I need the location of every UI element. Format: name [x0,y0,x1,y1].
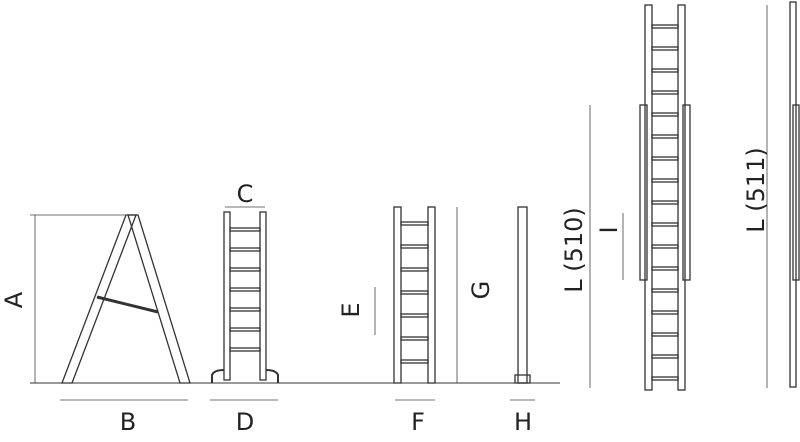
folded-ladder [211,211,279,383]
straight-ladder [393,206,436,384]
rung [651,134,679,139]
rung [651,178,679,183]
label-h: H [514,408,532,436]
rung [400,244,429,249]
rung [400,290,429,295]
rung [651,68,679,73]
rung [651,288,679,293]
rung [651,376,679,381]
rung [400,267,429,272]
rung [400,221,429,226]
rung [229,227,261,232]
rungs [400,221,429,364]
label-f: F [411,408,425,436]
ladder-side-view [514,206,531,384]
rung [400,336,429,341]
extension-ladder [639,4,691,391]
rung [400,313,429,318]
label-a: A [0,291,28,308]
rung [229,307,261,312]
rungs [651,24,679,381]
label-l511: L (511) [742,147,770,233]
a-frame-ladder [61,214,191,384]
rung [229,327,261,332]
rung [400,359,429,364]
label-l510: L (510) [560,207,588,293]
label-c: C [237,180,254,208]
rung [651,244,679,249]
rung [651,266,679,271]
rung [651,112,679,117]
rung [229,287,261,292]
rung [651,46,679,51]
rung [229,347,261,352]
extension-side-view [789,1,800,388]
label-i: I [595,226,623,233]
rung [651,354,679,359]
rung [651,222,679,227]
label-d: D [236,408,254,436]
rungs [229,227,261,352]
label-b: B [120,408,136,436]
rung [229,247,261,252]
rung [229,267,261,272]
rung [651,24,679,29]
label-g: G [467,281,495,300]
rung [651,310,679,315]
rung [651,156,679,161]
rung [651,90,679,95]
rung [651,332,679,337]
rung [651,200,679,205]
label-e: E [337,302,365,317]
